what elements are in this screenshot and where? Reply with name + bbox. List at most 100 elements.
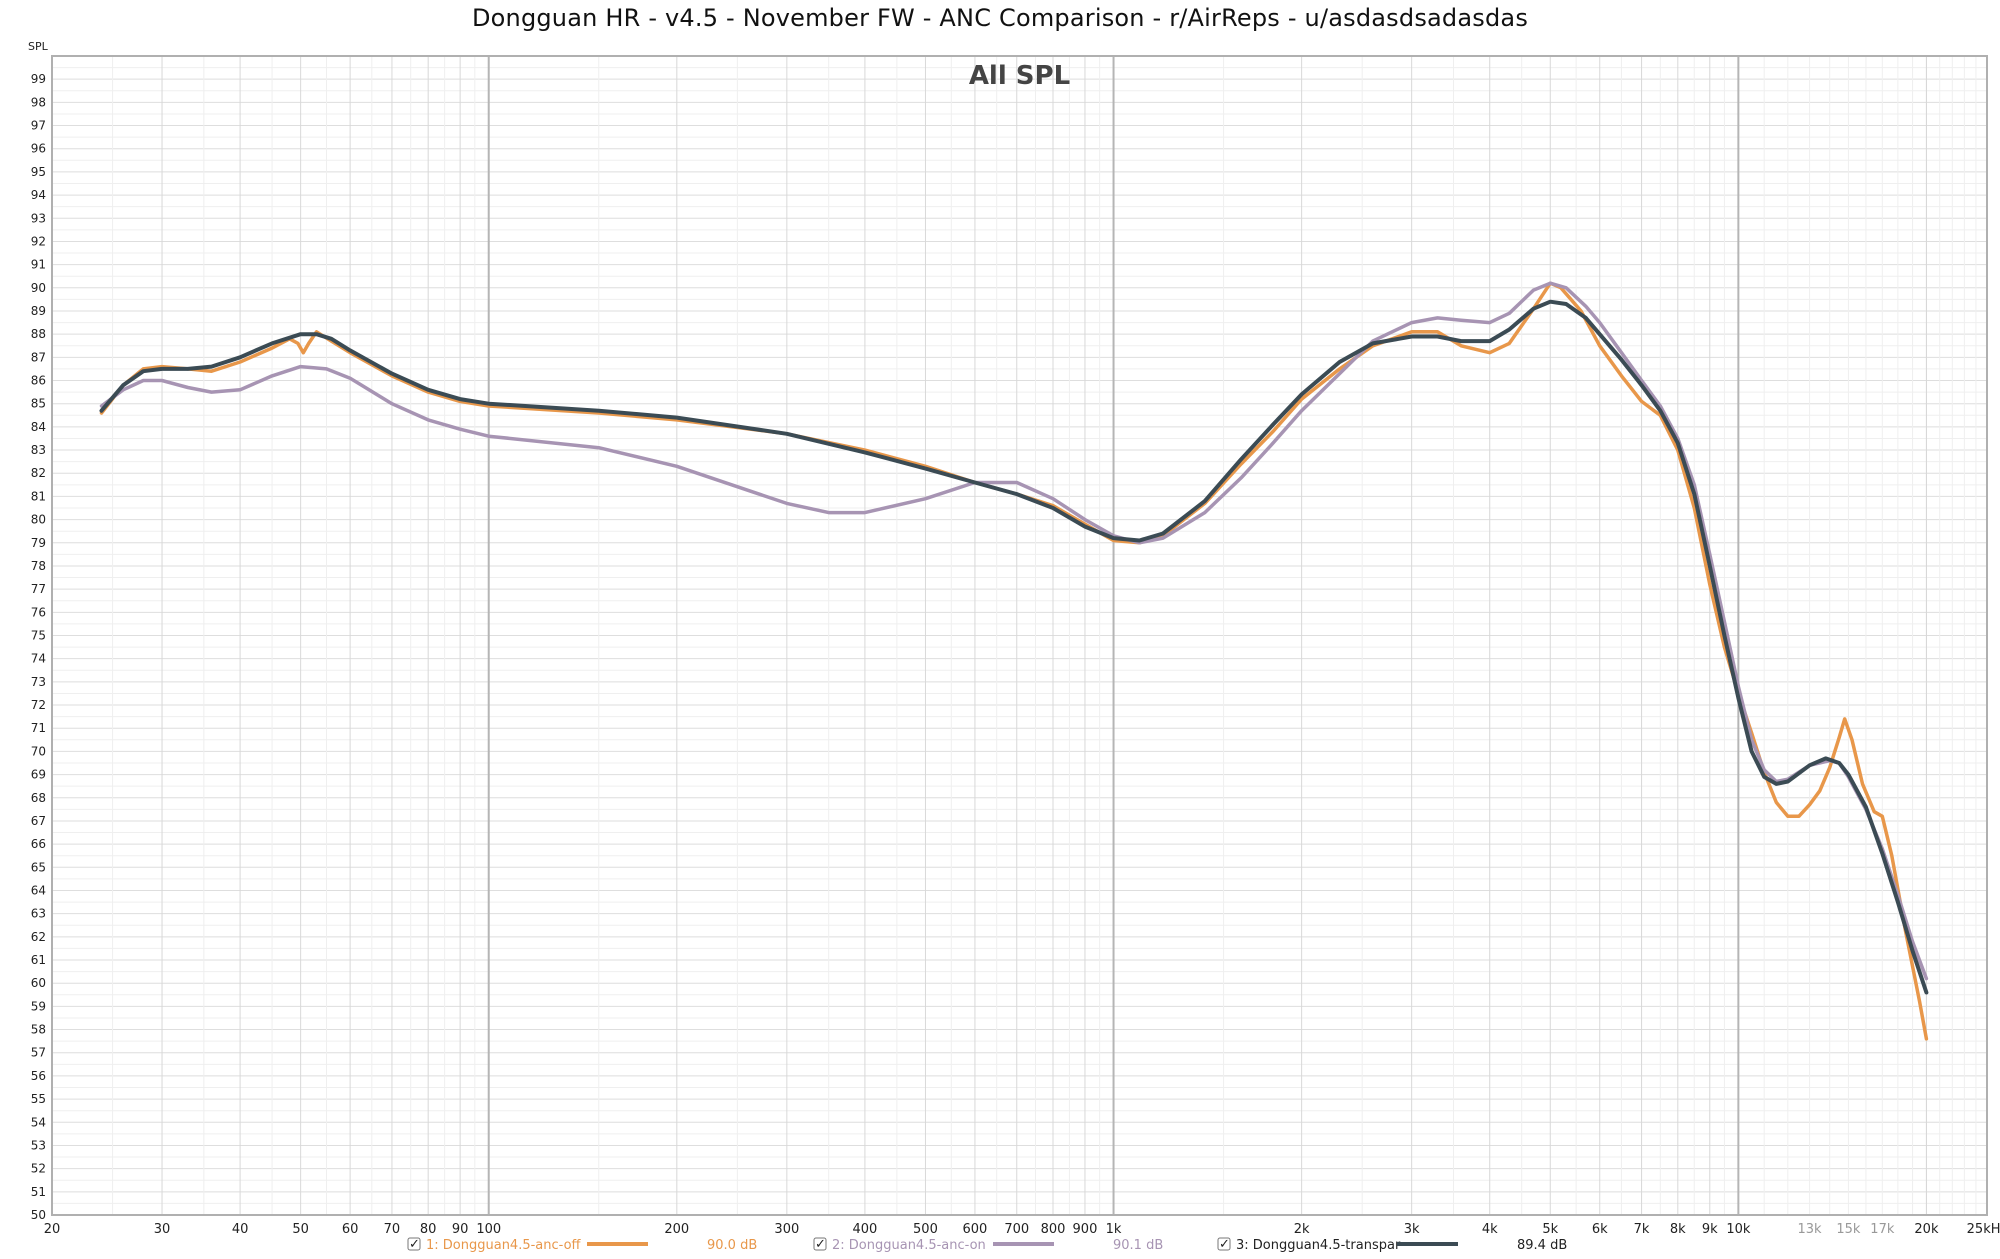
x-tick-label: 600 xyxy=(963,1222,988,1237)
x-tick-label: 300 xyxy=(774,1222,799,1237)
y-tick-label: 64 xyxy=(31,883,46,897)
x-tick-label: 70 xyxy=(384,1222,401,1237)
x-tick-label: 5k xyxy=(1542,1222,1558,1237)
x-tick-label: 6k xyxy=(1592,1222,1608,1237)
y-axis-ticks: 50 51 52 53 54 55 56 57 58 59 60 61 62 63 64 65 66 67 68 69… xyxy=(31,72,46,1222)
y-tick-label: 87 xyxy=(31,350,46,364)
x-tick-label: 25kHz xyxy=(1967,1222,2000,1237)
legend-checkbox[interactable] xyxy=(813,1237,827,1251)
y-tick-label: 90 xyxy=(31,281,46,295)
y-tick-label: 50 xyxy=(31,1208,46,1222)
x-tick-label: 13k xyxy=(1798,1222,1823,1237)
y-tick-label: 74 xyxy=(31,652,46,666)
y-tick-label: 98 xyxy=(31,95,46,109)
x-tick-label: 9k xyxy=(1702,1222,1718,1237)
y-tick-label: 80 xyxy=(31,513,46,527)
x-tick-label: 90 xyxy=(452,1222,469,1237)
x-tick-label: 500 xyxy=(913,1222,938,1237)
window-title: Dongguan HR - v4.5 - November FW - ANC C… xyxy=(471,4,1529,32)
y-tick-label: 73 xyxy=(31,675,46,689)
x-tick-label: 20 xyxy=(44,1222,61,1237)
y-tick-label: 63 xyxy=(31,907,46,921)
y-tick-label: 76 xyxy=(31,605,46,619)
series-line-1 xyxy=(99,281,1929,1041)
grid xyxy=(51,55,1988,1216)
x-tick-label: 10k xyxy=(1726,1222,1751,1237)
y-tick-label: 53 xyxy=(31,1138,46,1152)
x-axis-ticks: 20 30 40 50 60 70 80 90 100 200 300 400 500 600 700 800… xyxy=(44,1222,2000,1237)
check-icon: ✓ xyxy=(409,1237,420,1252)
x-tick-label: 60 xyxy=(342,1222,359,1237)
y-tick-label: 97 xyxy=(31,119,46,133)
y-tick-label: 86 xyxy=(31,374,46,388)
x-tick-label: 80 xyxy=(420,1222,437,1237)
legend-item-1[interactable]: ✓ 1: Dongguan4.5-anc-off 90.0 dB xyxy=(407,1237,757,1253)
legend-label: 3: Dongguan4.5-transpar xyxy=(1236,1238,1401,1253)
x-tick-label: 30 xyxy=(154,1222,171,1237)
y-tick-label: 81 xyxy=(31,489,46,503)
legend-checkbox[interactable] xyxy=(407,1237,421,1251)
y-tick-label: 88 xyxy=(31,327,46,341)
y-tick-label: 58 xyxy=(31,1023,46,1037)
y-tick-label: 93 xyxy=(31,211,46,225)
y-tick-label: 59 xyxy=(31,999,46,1013)
legend-item-2[interactable]: ✓ 2: Dongguan4.5-anc-on 90.1 dB xyxy=(813,1237,1163,1253)
x-tick-label: 15k xyxy=(1836,1222,1861,1237)
x-tick-label: 4k xyxy=(1482,1222,1498,1237)
y-tick-label: 57 xyxy=(31,1046,46,1060)
legend-label: 2: Dongguan4.5-anc-on xyxy=(832,1238,986,1253)
y-tick-label: 54 xyxy=(31,1115,46,1129)
x-tick-label: 7k xyxy=(1634,1222,1650,1237)
y-tick-label: 55 xyxy=(31,1092,46,1106)
y-tick-label: 84 xyxy=(31,420,46,434)
y-tick-label: 72 xyxy=(31,698,46,712)
legend-level: 90.1 dB xyxy=(1113,1238,1163,1253)
x-tick-label: 3k xyxy=(1404,1222,1420,1237)
x-tick-label: 200 xyxy=(664,1222,689,1237)
y-axis-label: SPL xyxy=(28,40,49,53)
y-tick-label: 61 xyxy=(31,953,46,967)
y-tick-label: 79 xyxy=(31,536,46,550)
check-icon: ✓ xyxy=(815,1237,826,1252)
y-tick-label: 70 xyxy=(31,744,46,758)
y-tick-label: 60 xyxy=(31,976,46,990)
y-tick-label: 52 xyxy=(31,1162,46,1176)
legend: ✓ 1: Dongguan4.5-anc-off 90.0 dB ✓ 2: Donggu… xyxy=(407,1237,1567,1253)
x-tick-label: 50 xyxy=(292,1222,309,1237)
check-icon: ✓ xyxy=(1219,1237,1230,1252)
x-tick-label: 2k xyxy=(1294,1222,1310,1237)
y-tick-label: 69 xyxy=(31,768,46,782)
x-tick-label: 17k xyxy=(1870,1222,1895,1237)
y-tick-label: 94 xyxy=(31,188,46,202)
legend-item-3[interactable]: ✓ 3: Dongguan4.5-transpar 89.4 dB xyxy=(1217,1237,1567,1253)
legend-level: 90.0 dB xyxy=(707,1238,757,1253)
series-layer xyxy=(99,281,1929,1041)
x-tick-label: 40 xyxy=(232,1222,249,1237)
x-tick-label: 1k xyxy=(1106,1222,1122,1237)
y-tick-label: 68 xyxy=(31,791,46,805)
plot-title: All SPL xyxy=(969,61,1070,91)
y-tick-label: 83 xyxy=(31,443,46,457)
y-tick-label: 92 xyxy=(31,234,46,248)
y-tick-label: 78 xyxy=(31,559,46,573)
y-tick-label: 99 xyxy=(31,72,46,86)
legend-checkbox[interactable] xyxy=(1217,1237,1231,1251)
x-tick-label: 400 xyxy=(852,1222,877,1237)
x-tick-label: 900 xyxy=(1073,1222,1098,1237)
x-tick-label: 20k xyxy=(1914,1222,1939,1237)
x-tick-label: 100 xyxy=(476,1222,501,1237)
legend-level: 89.4 dB xyxy=(1517,1238,1567,1253)
x-tick-label: 700 xyxy=(1004,1222,1029,1237)
y-tick-label: 89 xyxy=(31,304,46,318)
y-tick-label: 96 xyxy=(31,142,46,156)
y-tick-label: 91 xyxy=(31,258,46,272)
y-tick-label: 77 xyxy=(31,582,46,596)
y-tick-label: 75 xyxy=(31,629,46,643)
legend-label: 1: Dongguan4.5-anc-off xyxy=(426,1238,582,1253)
series-line-2 xyxy=(99,281,1929,981)
x-tick-label: 8k xyxy=(1670,1222,1686,1237)
y-tick-label: 71 xyxy=(31,721,46,735)
y-tick-label: 85 xyxy=(31,397,46,411)
y-tick-label: 82 xyxy=(31,466,46,480)
y-tick-label: 66 xyxy=(31,837,46,851)
